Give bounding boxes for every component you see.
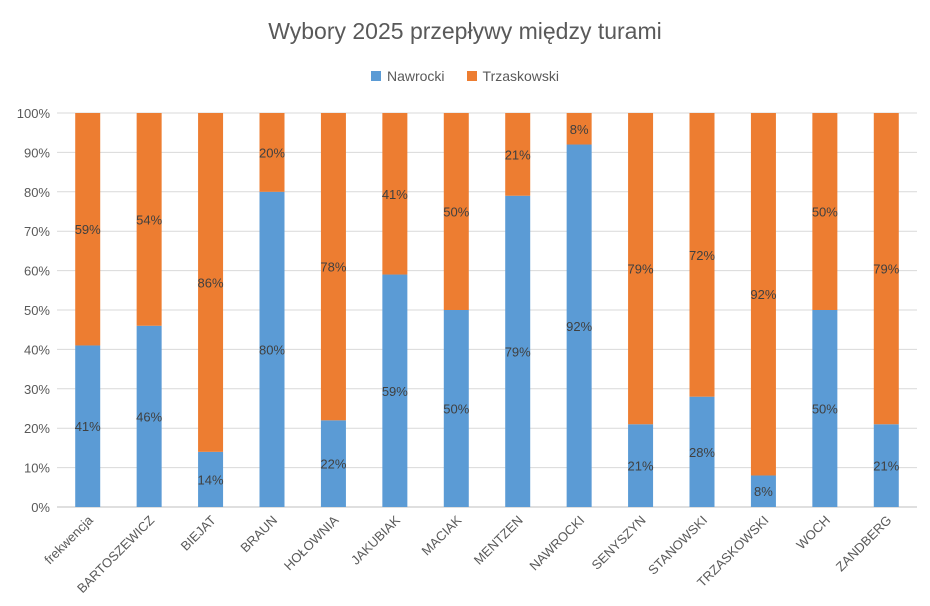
data-label-trzaskowski: 59% [75, 222, 101, 237]
bar-trzaskowski [689, 113, 715, 397]
legend-swatch-trzaskowski [466, 71, 477, 81]
bar-nawrocki [689, 396, 715, 507]
data-label-trzaskowski: 50% [443, 205, 469, 220]
bar-nawrocki [505, 195, 531, 508]
data-label-nawrocki: 14% [198, 472, 224, 487]
x-tick-label: WOCH [793, 513, 833, 553]
bar-trzaskowski [198, 113, 224, 452]
bar-nawrocki [259, 191, 285, 508]
bar-trzaskowski [382, 113, 408, 275]
x-tick-label: JAKUBIAK [348, 512, 403, 567]
y-tick-label: 90% [24, 145, 50, 160]
legend-entry-trzaskowski: Trzaskowski [466, 68, 560, 84]
data-label-nawrocki: 22% [320, 457, 346, 472]
bar-trzaskowski [566, 113, 592, 145]
y-tick-label: 60% [24, 264, 50, 279]
data-label-nawrocki: 28% [689, 445, 715, 460]
data-label-nawrocki: 59% [382, 384, 408, 399]
y-tick-label: 50% [24, 303, 50, 318]
data-label-trzaskowski: 78% [320, 260, 346, 275]
x-tick-label: NAWROCKI [526, 513, 587, 574]
bar-nawrocki [198, 451, 224, 507]
y-tick-label: 30% [24, 382, 50, 397]
x-tick-label: MENTZEN [471, 513, 526, 568]
data-label-nawrocki: 21% [628, 459, 654, 474]
legend: Nawrocki Trzaskowski [0, 68, 930, 84]
bar-nawrocki [812, 310, 838, 507]
x-tick-label: ZANDBERG [833, 513, 895, 575]
y-tick-label: 80% [24, 185, 50, 200]
bar-nawrocki [382, 274, 408, 507]
bar-trzaskowski [259, 113, 285, 192]
bar-trzaskowski [628, 113, 654, 425]
data-label-trzaskowski: 21% [505, 147, 531, 162]
x-tick-label: BIEJAT [178, 512, 219, 553]
data-label-nawrocki: 50% [443, 402, 469, 417]
bar-nawrocki [628, 424, 654, 507]
legend-label-nawrocki: Nawrocki [386, 68, 445, 84]
y-tick-label: 70% [24, 224, 50, 239]
data-label-trzaskowski: 50% [812, 205, 838, 220]
bar-trzaskowski [873, 113, 899, 425]
x-tick-label: HOŁOWNIA [281, 512, 342, 573]
bar-trzaskowski [505, 113, 531, 196]
y-tick-label: 0% [31, 500, 50, 515]
x-tick-label: STANOWSKI [645, 513, 710, 578]
data-label-trzaskowski: 79% [628, 262, 654, 277]
data-label-trzaskowski: 86% [198, 275, 224, 290]
data-label-trzaskowski: 20% [259, 145, 285, 160]
bar-trzaskowski [750, 113, 776, 476]
x-tick-label: MACIAK [419, 512, 465, 558]
data-label-trzaskowski: 79% [873, 262, 899, 277]
bar-nawrocki [136, 325, 162, 507]
bar-nawrocki [75, 345, 101, 507]
bar-nawrocki [320, 420, 346, 507]
data-label-trzaskowski: 54% [136, 212, 162, 227]
bar-trzaskowski [443, 113, 469, 310]
chart-title: Wybory 2025 przepływy między turami [268, 18, 662, 44]
data-label-nawrocki: 92% [566, 319, 592, 334]
data-label-nawrocki: 50% [812, 402, 838, 417]
data-label-nawrocki: 46% [136, 409, 162, 424]
bar-nawrocki [566, 144, 592, 507]
data-label-nawrocki: 41% [75, 419, 101, 434]
data-label-trzaskowski: 8% [570, 122, 589, 137]
bar-trzaskowski [812, 113, 838, 310]
legend-label-trzaskowski: Trzaskowski [482, 68, 560, 84]
bar-trzaskowski [320, 113, 346, 421]
data-label-nawrocki: 79% [505, 344, 531, 359]
y-tick-label: 10% [24, 461, 50, 476]
data-label-nawrocki: 21% [873, 459, 899, 474]
data-label-trzaskowski: 41% [382, 187, 408, 202]
data-label-nawrocki: 8% [754, 484, 773, 499]
y-tick-label: 40% [24, 342, 50, 357]
data-label-trzaskowski: 72% [689, 248, 715, 263]
y-tick-label: 100% [17, 106, 51, 121]
data-label-nawrocki: 80% [259, 342, 285, 357]
legend-swatch-nawrocki [370, 71, 381, 81]
x-tick-label: SENYSZYN [589, 513, 649, 573]
bar-trzaskowski [75, 113, 101, 346]
bar-trzaskowski [136, 113, 162, 326]
data-label-trzaskowski: 92% [750, 287, 776, 302]
y-tick-label: 20% [24, 421, 50, 436]
bar-nawrocki [750, 475, 776, 507]
x-tick-label: frekwencja [41, 512, 96, 567]
bar-nawrocki [443, 310, 469, 507]
legend-entry-nawrocki: Nawrocki [370, 68, 445, 84]
x-tick-label: BRAUN [237, 513, 280, 556]
bar-nawrocki [873, 424, 899, 507]
